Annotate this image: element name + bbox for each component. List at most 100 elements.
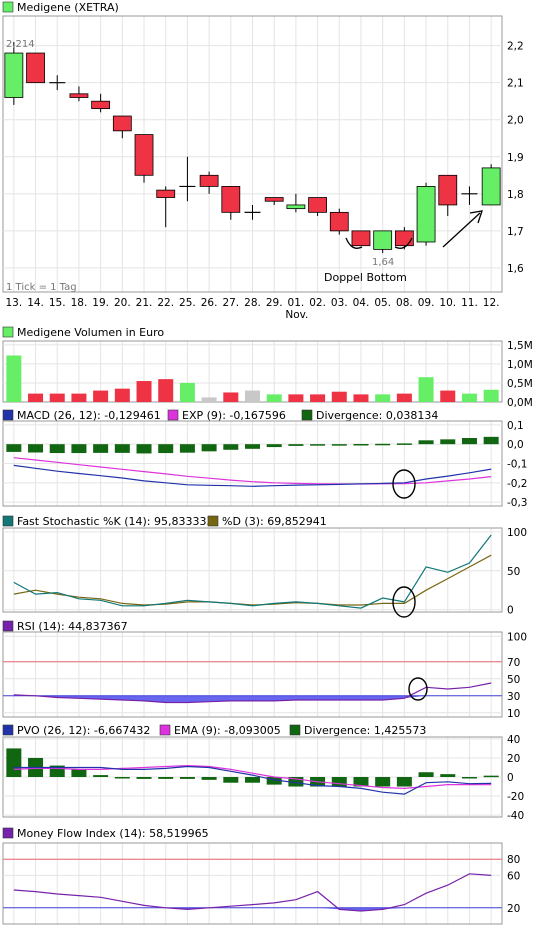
x-axis-date-label: 08.	[396, 297, 413, 309]
pvo-divergence-bar	[6, 748, 22, 777]
pvo-divergence-bar	[483, 775, 499, 778]
price-tick-label: 1,9	[507, 152, 524, 164]
candle-body	[351, 230, 371, 247]
rsi-tick-label: 70	[507, 657, 520, 669]
x-axis-date-label: 25.	[179, 297, 196, 309]
candle-body	[416, 186, 436, 243]
volume-bar	[353, 394, 369, 402]
price-tick-label: 1,6	[507, 263, 524, 275]
pvo-line	[13, 765, 492, 795]
price-frame	[2, 15, 503, 293]
macd-divergence-bar	[288, 444, 304, 446]
candle-body	[4, 52, 24, 98]
bottom-brace-left	[345, 237, 363, 249]
x-axis-date-label: 20.	[114, 297, 131, 309]
pvo-ema-line	[13, 764, 492, 790]
volume-bar	[440, 390, 456, 402]
pvo-tick-label: 0	[507, 772, 514, 784]
pvo-tick-label: -40	[507, 810, 524, 822]
stoch-d-line	[13, 554, 492, 606]
macd-legend-label: MACD (26, 12): -0,129461	[17, 409, 161, 422]
candle-body	[394, 230, 414, 247]
rsi-tick-label: 100	[507, 631, 527, 643]
macd-divergence-bar	[353, 443, 369, 446]
candle-body	[438, 174, 458, 206]
macd-divergence-bar	[266, 444, 282, 448]
x-axis-date-label: 26.	[201, 297, 218, 309]
pvo-divergence-bar	[396, 777, 412, 787]
pvo-divergence-bar	[375, 777, 391, 787]
exp-legend-swatch	[167, 409, 179, 421]
macd-divergence-bar	[93, 444, 109, 453]
doppel-bottom-annotation: Doppel Bottom	[324, 271, 407, 284]
candle-body	[308, 197, 327, 213]
volume-tick-label: 1,5M	[507, 340, 533, 352]
volume-bar	[71, 393, 87, 402]
macd-cross-circle	[392, 469, 416, 499]
volume-bar	[418, 377, 434, 402]
rsi-oversold-fill	[13, 695, 492, 703]
macd-legend-swatch	[2, 409, 14, 421]
macd-divergence-bar	[49, 444, 65, 454]
x-axis-date-label: 10.	[439, 297, 456, 309]
mfi-legend-swatch	[2, 827, 14, 839]
exp-line	[13, 457, 492, 485]
macd-divergence-bar	[418, 440, 434, 445]
volume-tick-label: 0,5M	[507, 378, 533, 390]
stoch-tick-label: 0	[507, 605, 514, 617]
mfi-tick-label: 20	[507, 903, 520, 915]
pvo-divergence-bar	[114, 777, 130, 779]
volume-legend-label: Medigene Volumen in Euro	[17, 326, 164, 339]
pvo-divergence-legend-label: Divergence: 1,425573	[304, 724, 426, 737]
candle-body	[221, 186, 241, 213]
candle-body	[199, 174, 219, 187]
x-axis-date-label: 02.	[309, 297, 326, 309]
pvo-divergence-bar	[49, 765, 65, 777]
macd-tick-label: -0,1	[507, 459, 528, 471]
pvo-divergence-bar	[71, 769, 87, 777]
x-axis-date-label: 09.	[418, 297, 435, 309]
volume-bar	[483, 389, 499, 402]
macd-divergence-bar	[461, 438, 477, 445]
x-axis-date-label: 14.	[27, 297, 44, 309]
pvo-ema-legend-swatch	[159, 724, 171, 736]
trend-arrow-head	[469, 210, 483, 224]
candle-body	[286, 204, 306, 210]
macd-divergence-bar	[375, 443, 391, 446]
pvo-divergence-bar	[93, 775, 109, 777]
volume-bar	[93, 390, 109, 402]
x-axis-date-label: 05.	[374, 297, 391, 309]
macd-divergence-legend-label: Divergence: 0,038134	[316, 409, 438, 422]
price-high-label: 2,214	[6, 39, 35, 50]
volume-bar	[158, 379, 174, 402]
candle-body	[69, 93, 89, 98]
x-axis-date-label: 28.	[244, 297, 261, 309]
volume-bar	[245, 390, 260, 402]
pvo-tick-label: 40	[507, 734, 520, 746]
divergence-legend-swatch	[301, 409, 313, 421]
stoch-tick-label: 50	[507, 566, 520, 578]
stoch-k-legend-label: Fast Stochastic %K (14): 95,833333	[17, 515, 213, 528]
macd-tick-label: -0,3	[507, 497, 528, 509]
volume-bar	[201, 397, 217, 402]
macd-tick-label: -0,2	[507, 478, 528, 490]
candle-body	[329, 211, 349, 232]
pvo-divergence-bar	[245, 777, 260, 783]
price-legend-swatch	[2, 1, 14, 13]
volume-bar	[49, 393, 65, 402]
mfi-frame	[2, 842, 503, 925]
volume-bar	[28, 393, 44, 402]
volume-bar	[461, 393, 477, 402]
volume-bar	[223, 392, 239, 402]
volume-bar	[114, 388, 130, 402]
volume-bar	[266, 394, 282, 402]
pvo-divergence-bar	[158, 777, 174, 779]
stoch-d-legend-label: %D (3): 69,852941	[222, 515, 327, 528]
volume-bar	[6, 355, 22, 402]
macd-divergence-bar	[245, 444, 260, 449]
pvo-divergence-bar	[136, 777, 152, 779]
macd-divergence-bar	[440, 439, 456, 445]
stoch-tick-label: 100	[507, 527, 527, 539]
volume-bar	[331, 391, 347, 402]
x-axis-date-label: 15.	[49, 297, 66, 309]
